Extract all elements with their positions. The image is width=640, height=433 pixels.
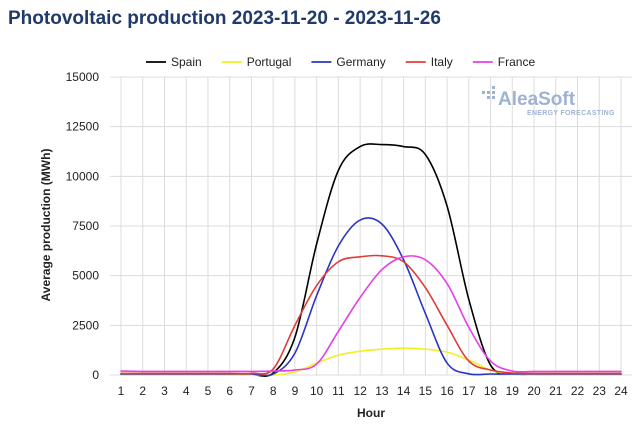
x-tick-label: 20 <box>527 384 541 398</box>
x-tick-label: 5 <box>205 384 212 398</box>
x-axis-title: Hour <box>357 406 385 420</box>
x-tick-label: 22 <box>571 384 585 398</box>
legend-item-italy: Italy <box>405 55 453 69</box>
x-tick-label: 9 <box>292 384 299 398</box>
x-tick-label: 13 <box>375 384 389 398</box>
y-tick-label: 12500 <box>66 120 100 134</box>
chart-title: Photovoltaic production 2023-11-20 - 202… <box>8 8 441 29</box>
legend-label: Spain <box>171 55 202 69</box>
y-tick-label: 5000 <box>72 269 99 283</box>
x-tick-label: 10 <box>310 384 324 398</box>
y-tick-label: 2500 <box>72 318 99 332</box>
x-tick-label: 8 <box>270 384 277 398</box>
x-tick-label: 2 <box>139 384 146 398</box>
series-line-portugal <box>120 347 622 377</box>
y-tick-label: 7500 <box>72 219 99 233</box>
series-line-italy <box>120 254 622 375</box>
legend-item-portugal: Portugal <box>221 55 292 69</box>
grid <box>110 76 632 376</box>
x-tick-label: 12 <box>353 384 367 398</box>
legend-label: France <box>498 55 536 69</box>
series-line-france <box>120 255 622 373</box>
x-tick-label: 16 <box>440 384 454 398</box>
x-tick-label: 6 <box>226 384 233 398</box>
watermark-name: AleaSoft <box>498 89 576 110</box>
y-tick-label: 0 <box>92 368 99 382</box>
legend-item-france: France <box>472 55 536 69</box>
aleasoft-watermark: AleaSoft ENERGY FORECASTING <box>482 86 615 117</box>
legend-label: Italy <box>431 55 453 69</box>
y-axis-title: Average production (MWh) <box>39 149 53 302</box>
legend-item-germany: Germany <box>311 55 386 69</box>
x-tick-label: 11 <box>332 384 345 398</box>
x-tick-label: 1 <box>118 384 125 398</box>
legend-item-spain: Spain <box>146 55 202 69</box>
legend-label: Portugal <box>247 55 292 69</box>
series-line-germany <box>120 217 622 377</box>
series <box>120 143 622 377</box>
y-tick-label: 15000 <box>66 70 100 84</box>
aleasoft-logo-icon <box>482 86 495 99</box>
x-tick-label: 24 <box>614 384 628 398</box>
x-tick-label: 23 <box>593 384 607 398</box>
x-tick-label: 14 <box>397 384 411 398</box>
y-tick-label: 10000 <box>66 169 100 183</box>
legend-label: Germany <box>336 55 385 69</box>
legend: Spain Portugal Germany Italy France <box>146 55 535 69</box>
x-tick-label: 21 <box>549 384 563 398</box>
x-tick-label: 19 <box>506 384 520 398</box>
x-tick-label: 15 <box>419 384 433 398</box>
x-tick-label: 7 <box>248 384 255 398</box>
x-tick-label: 18 <box>484 384 498 398</box>
x-tick-label: 3 <box>161 384 168 398</box>
x-tick-label: 17 <box>462 384 476 398</box>
series-line-spain <box>120 143 622 377</box>
x-tick-label: 4 <box>183 384 190 398</box>
watermark-tagline: ENERGY FORECASTING <box>527 110 615 117</box>
